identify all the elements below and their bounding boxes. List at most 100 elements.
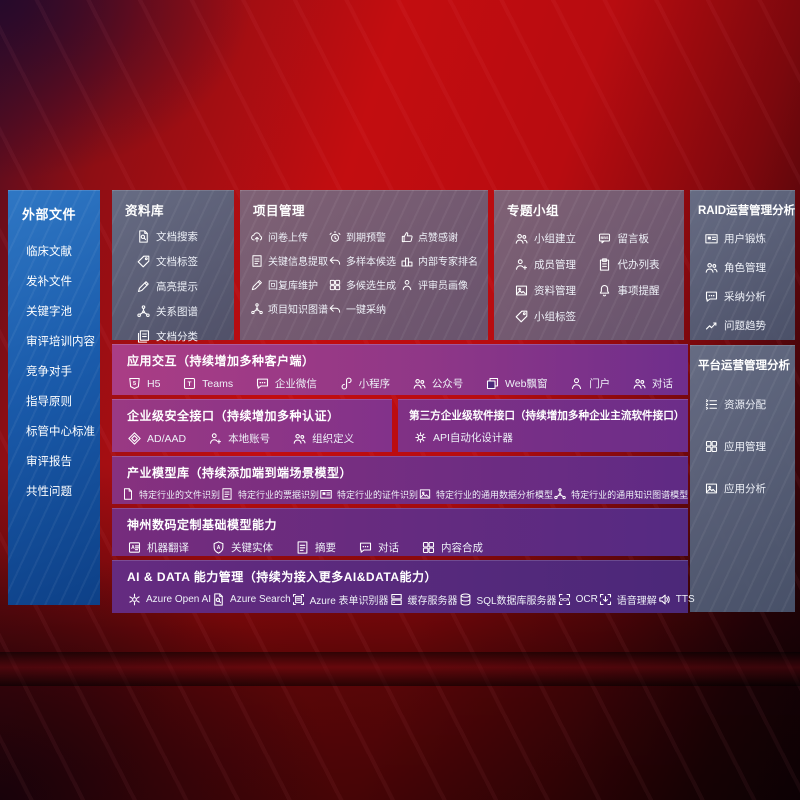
feature-label: 高亮提示 xyxy=(156,281,198,293)
sidebar-item: 指导原则 xyxy=(26,396,72,408)
feature-label: 评审员画像 xyxy=(418,281,468,292)
feature-item: Azure 表单识别器 xyxy=(291,592,389,607)
sidebar-item: 临床文献 xyxy=(26,246,72,258)
grid-icon xyxy=(328,278,342,292)
feature-item: 成员管理 xyxy=(514,257,597,272)
feature-item: 文档分类 xyxy=(136,329,234,344)
feature-item: 机器翻译 xyxy=(127,540,189,555)
feature-label: TTS xyxy=(675,594,695,605)
feature-label: 文档分类 xyxy=(156,331,198,343)
group-items: 小组建立 留言板 成员管理 代办列表 资料管理 事项提醒 小组标签 xyxy=(494,231,684,324)
feature-item: SQL数据库服务器 xyxy=(458,592,557,607)
people-icon xyxy=(514,231,529,246)
feature-item: 门户 xyxy=(569,376,610,391)
feature-item: 问卷上传 xyxy=(250,229,328,244)
feature-label: 语音理解 xyxy=(616,596,657,607)
feature-label: 特定行业的文件识别 xyxy=(139,489,221,500)
feature-label: 代办列表 xyxy=(617,259,660,271)
feature-label: 小组标签 xyxy=(534,311,576,323)
app-items: H5 Teams 企业微信 小程序 公众号 Web飘窗 门户 对话 xyxy=(112,369,688,391)
alarm-icon xyxy=(328,230,342,244)
feature-label: 公众号 xyxy=(431,378,464,390)
pencil-icon xyxy=(250,278,264,292)
feature-label: 应用分析 xyxy=(724,483,766,495)
image-icon xyxy=(514,283,529,298)
feature-label: 本地账号 xyxy=(228,433,271,445)
feature-label: 文档搜索 xyxy=(156,231,198,243)
feature-label: 内容合成 xyxy=(441,542,483,554)
feature-label: 对话 xyxy=(378,542,399,554)
id-card-icon xyxy=(704,231,719,246)
trend-icon xyxy=(704,318,719,333)
feature-item: 摘要 xyxy=(295,540,336,555)
base-model-row: 神州数码定制基础模型能力 机器翻译 关键实体 摘要 对话 内容合成 xyxy=(112,508,688,556)
row-title: 应用交互（持续增加多种客户端） xyxy=(127,354,315,368)
panel-title: RAID运营管理分析 xyxy=(698,205,796,217)
bbs-icon xyxy=(597,231,612,246)
security-items: AD/AAD 本地账号 组织定义 xyxy=(112,424,392,446)
feature-item: 对话 xyxy=(358,540,399,555)
feature-item: 公众号 xyxy=(412,376,464,391)
feature-label: 小程序 xyxy=(358,378,391,390)
feature-label: 问卷上传 xyxy=(268,233,308,244)
feature-item: 采纳分析 xyxy=(704,289,795,304)
raid-analysis-panel: RAID运营管理分析 用户锻炼 角色管理 采纳分析 问题趋势 xyxy=(690,190,795,340)
project-items: 问卷上传 到期预警 点赞感谢 关键信息提取 多样本候选 内部专家排名 回复库维护 多候选生成 评… xyxy=(240,229,488,316)
feature-item: 内部专家排名 xyxy=(400,253,478,268)
app-interaction-row: 应用交互（持续增加多种客户端） H5 Teams 企业微信 小程序 公众号 Web飘窗 门户… xyxy=(112,344,688,395)
gear-icon xyxy=(413,430,428,445)
row-title: 企业级安全接口（持续增加多种认证） xyxy=(127,409,340,423)
feature-label: 缓存服务器 xyxy=(407,596,458,607)
feature-item: 关键信息提取 xyxy=(250,253,328,268)
feature-label: 特定行业的通用数据分析模型 xyxy=(436,489,554,500)
speaker-icon xyxy=(657,592,672,607)
shield-a-icon xyxy=(211,540,226,555)
server-icon xyxy=(389,592,404,607)
feature-label: Web飘窗 xyxy=(505,378,548,390)
feature-item: OCR xyxy=(557,592,598,607)
base-model-items: 机器翻译 关键实体 摘要 对话 内容合成 xyxy=(112,533,688,555)
person-plus-icon xyxy=(208,431,223,446)
doc-icon xyxy=(121,487,135,501)
feature-item: TTS xyxy=(657,592,695,607)
feature-item: 特定行业的证件识别 xyxy=(319,487,418,501)
feature-label: Azure 表单识别器 xyxy=(309,596,389,607)
cloud-upload-icon xyxy=(250,230,264,244)
library-panel: 资料库 文档搜索 文档标签 高亮提示 关系图谱 文档分类 xyxy=(112,190,234,343)
row-title: 第三方企业级软件接口（持续增加多种企业主流软件接口） xyxy=(409,410,685,422)
feature-label: 内部专家排名 xyxy=(418,257,478,268)
feature-item: 特定行业的通用知识图谱模型 xyxy=(553,487,688,501)
ocr-icon xyxy=(557,592,572,607)
sidebar-item: 审评培训内容 xyxy=(26,336,95,348)
chat-icon xyxy=(255,376,270,391)
feature-label: 用户锻炼 xyxy=(724,233,766,245)
feature-label: 事项提醒 xyxy=(617,285,660,297)
panel-title: 外部文件 xyxy=(22,207,77,222)
form-icon xyxy=(291,592,306,607)
scurve-icon xyxy=(339,376,354,391)
people-icon xyxy=(292,431,307,446)
feature-item: 特定行业的通用数据分析模型 xyxy=(418,487,553,501)
translate-icon xyxy=(127,540,142,555)
feature-item: 资源分配 xyxy=(704,397,795,412)
feature-item: H5 xyxy=(127,376,160,391)
grid-icon xyxy=(421,540,436,555)
feature-item: 小组建立 xyxy=(514,231,597,246)
db-icon xyxy=(458,592,473,607)
id-card-icon xyxy=(319,487,333,501)
feature-item: Web飘窗 xyxy=(485,376,547,391)
thumb-up-icon xyxy=(400,230,414,244)
feature-label: 组织定义 xyxy=(312,433,355,445)
third-party-items: API自动化设计器 xyxy=(398,423,688,445)
feature-label: 成员管理 xyxy=(534,259,576,271)
ai-data-items: Azure Open AI Azure Search Azure 表单识别器 缓存服务… xyxy=(112,585,695,607)
feature-item: 小组标签 xyxy=(514,309,597,324)
grid-icon xyxy=(704,439,719,454)
feature-item: 点赞感谢 xyxy=(400,229,478,244)
feature-label: 一键采纳 xyxy=(346,305,386,316)
network-icon xyxy=(136,304,151,319)
feature-label: 项目知识图谱 xyxy=(268,305,328,316)
doc-lines-icon xyxy=(250,254,264,268)
h5-icon xyxy=(127,376,142,391)
reply-arrow-icon xyxy=(328,302,342,316)
